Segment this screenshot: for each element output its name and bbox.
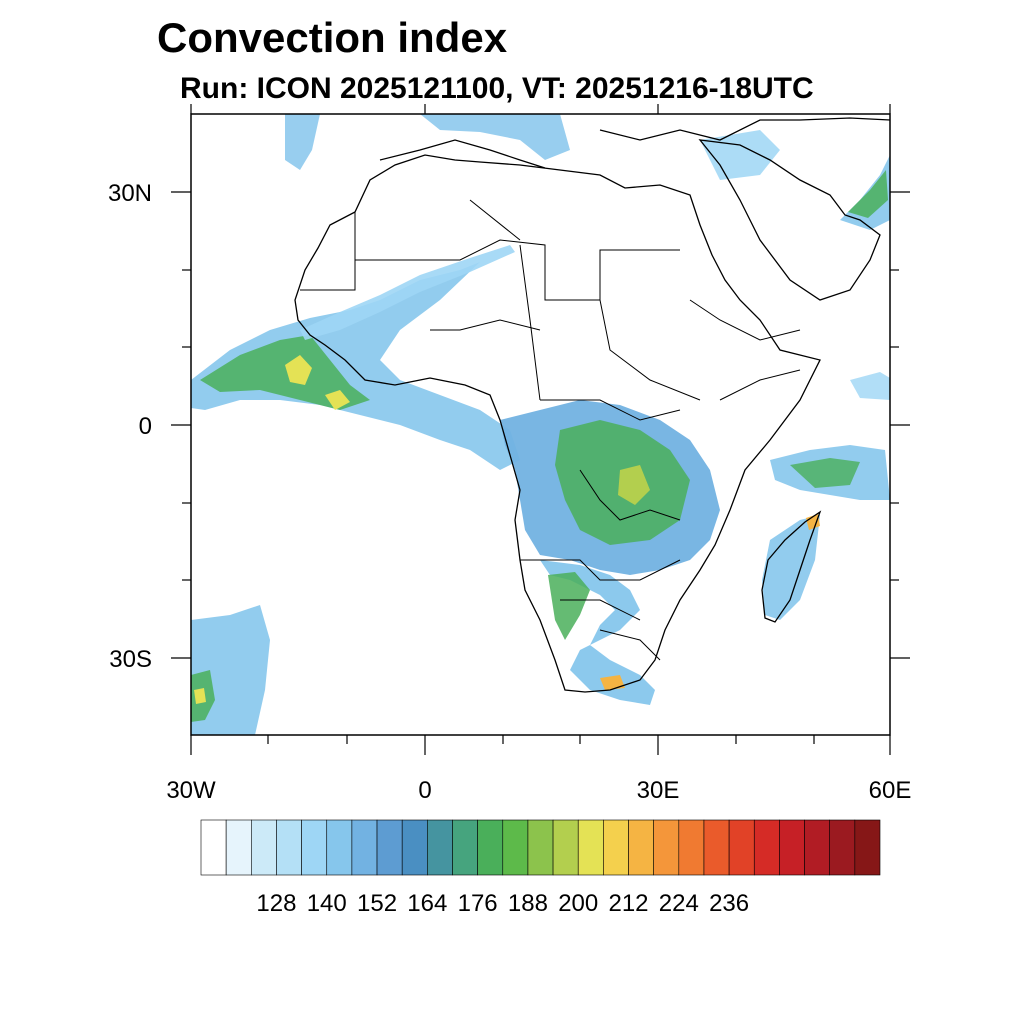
colorbar-box xyxy=(351,819,378,876)
colorbar-box xyxy=(577,819,604,876)
colorbar-box xyxy=(779,819,805,876)
axis-ticks xyxy=(171,104,910,755)
colorbar-box xyxy=(628,819,654,876)
arabia-coastline xyxy=(698,139,881,301)
coastlines xyxy=(294,117,890,693)
colorbar-box xyxy=(753,819,780,876)
field-atlantic-core xyxy=(200,335,370,410)
colorbar-box xyxy=(401,819,428,876)
field-atlantic-band xyxy=(191,262,520,470)
field-east-ocean xyxy=(850,372,890,400)
colorbar-tick-label: 236 xyxy=(709,890,749,917)
colorbar-box xyxy=(527,819,554,876)
country-borders xyxy=(300,199,801,661)
colorbar-box xyxy=(200,819,227,876)
y-tick-label: 30N xyxy=(108,180,152,207)
field-madagascar xyxy=(762,515,820,620)
colorbar xyxy=(200,819,881,876)
colorbar-box xyxy=(477,819,504,876)
colorbar-tick-label: 188 xyxy=(508,890,548,917)
field-arabia-core xyxy=(848,170,888,218)
colorbar-box xyxy=(678,819,705,876)
field-north-atlantic xyxy=(285,114,320,170)
colorbar-box xyxy=(326,819,353,876)
colorbar-box xyxy=(225,819,252,876)
colorbar-labels: 128 140 152 164 176 188 200 212 224 236 xyxy=(256,890,749,917)
africa-coastline xyxy=(294,154,821,693)
colorbar-tick-label: 164 xyxy=(407,890,447,917)
colorbar-box xyxy=(552,819,579,876)
colorbar-tick-label: 224 xyxy=(659,890,699,917)
field-southern-africa xyxy=(540,560,655,705)
colorbar-box xyxy=(301,819,328,876)
colorbar-box xyxy=(653,819,680,876)
colorbar-box xyxy=(603,819,629,876)
colorbar-box xyxy=(276,819,302,876)
x-tick-label: 30W xyxy=(166,777,216,804)
field-south-atlantic-peak xyxy=(194,688,206,704)
colorbar-box xyxy=(452,819,478,876)
colorbar-box xyxy=(251,819,277,876)
y-tick-label: 0 xyxy=(139,413,152,440)
map-title: Convection index xyxy=(157,14,508,61)
field-indian-ocean-core xyxy=(790,458,860,488)
x-tick-label: 0 xyxy=(418,777,431,804)
field-madagascar-peak xyxy=(806,514,820,530)
field-atlantic-peak xyxy=(285,355,312,385)
y-tick-label: 30S xyxy=(109,646,152,673)
colorbar-box xyxy=(376,819,403,876)
colorbar-box xyxy=(502,819,529,876)
x-tick-label: 30E xyxy=(637,777,680,804)
madagascar-coastline xyxy=(761,510,822,623)
field-atlantic-peak-2 xyxy=(325,390,350,410)
colorbar-tick-label: 200 xyxy=(558,890,598,917)
field-mediterranean xyxy=(420,114,570,160)
field-southern-africa-core xyxy=(548,572,590,640)
map-subtitle: Run: ICON 2025121100, VT: 20251216-18UTC xyxy=(180,72,814,105)
colorbar-tick-label: 128 xyxy=(256,890,296,917)
colorbar-box xyxy=(854,819,881,876)
colorbar-tick-label: 152 xyxy=(357,890,397,917)
field-sahel-streak xyxy=(300,245,515,340)
x-tick-label: 60E xyxy=(869,777,912,804)
colorbar-box xyxy=(728,819,755,876)
colorbar-tick-label: 212 xyxy=(608,890,648,917)
colorbar-box xyxy=(427,819,453,876)
field-congo-peak xyxy=(618,465,650,505)
colorbar-tick-label: 140 xyxy=(307,890,347,917)
europe-coastline xyxy=(379,117,890,169)
convection-field xyxy=(191,114,890,735)
colorbar-box xyxy=(804,819,831,876)
colorbar-box xyxy=(703,819,730,876)
field-southern-africa-peak xyxy=(600,675,625,690)
colorbar-box xyxy=(829,819,856,876)
colorbar-tick-label: 176 xyxy=(458,890,498,917)
